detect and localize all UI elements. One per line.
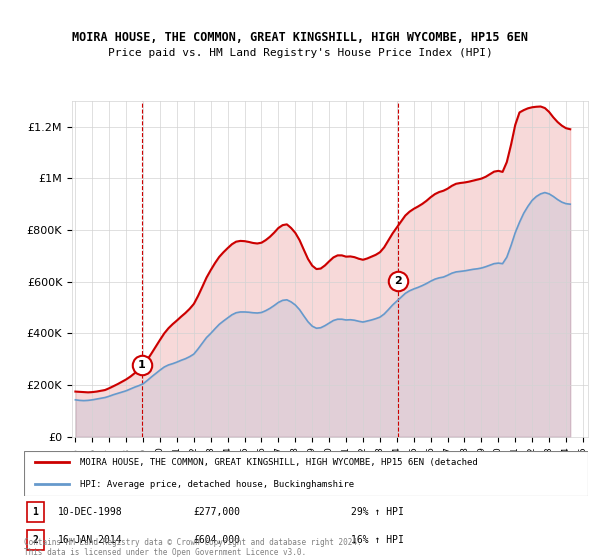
FancyBboxPatch shape — [27, 530, 44, 550]
Text: 29% ↑ HPI: 29% ↑ HPI — [351, 507, 404, 517]
Text: 10-DEC-1998: 10-DEC-1998 — [58, 507, 122, 517]
Text: HPI: Average price, detached house, Buckinghamshire: HPI: Average price, detached house, Buck… — [80, 480, 355, 489]
Text: £604,000: £604,000 — [193, 535, 240, 545]
Text: 16-JAN-2014: 16-JAN-2014 — [58, 535, 122, 545]
Text: 2: 2 — [32, 535, 38, 545]
Text: Contains HM Land Registry data © Crown copyright and database right 2024.
This d: Contains HM Land Registry data © Crown c… — [24, 538, 362, 557]
Text: 2: 2 — [394, 276, 401, 286]
Text: 16% ↑ HPI: 16% ↑ HPI — [351, 535, 404, 545]
FancyBboxPatch shape — [27, 502, 44, 522]
FancyBboxPatch shape — [24, 451, 588, 496]
Text: 1: 1 — [32, 507, 38, 517]
Text: £277,000: £277,000 — [193, 507, 240, 517]
Text: 1: 1 — [138, 360, 146, 370]
Text: Price paid vs. HM Land Registry's House Price Index (HPI): Price paid vs. HM Land Registry's House … — [107, 48, 493, 58]
Text: MOIRA HOUSE, THE COMMON, GREAT KINGSHILL, HIGH WYCOMBE, HP15 6EN (detached: MOIRA HOUSE, THE COMMON, GREAT KINGSHILL… — [80, 458, 478, 466]
Text: MOIRA HOUSE, THE COMMON, GREAT KINGSHILL, HIGH WYCOMBE, HP15 6EN: MOIRA HOUSE, THE COMMON, GREAT KINGSHILL… — [72, 31, 528, 44]
